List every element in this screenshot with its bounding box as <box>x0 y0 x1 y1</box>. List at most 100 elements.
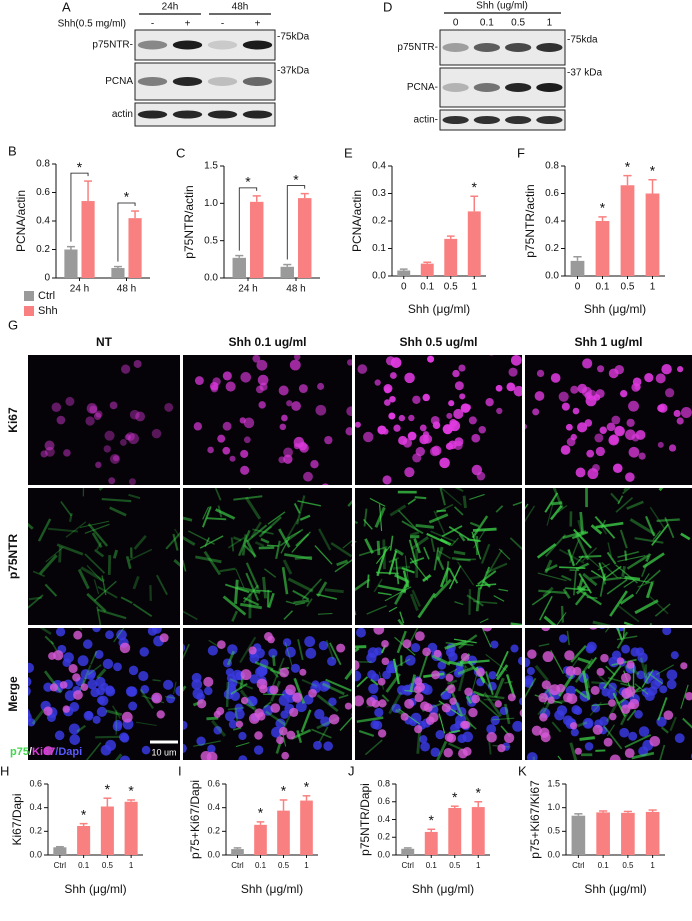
dapi <box>328 697 337 706</box>
bar <box>128 218 142 278</box>
cells <box>40 359 174 485</box>
ki67 <box>464 687 473 697</box>
fiber <box>606 724 615 737</box>
fiber <box>510 622 522 625</box>
y-tick-label: 0.4 <box>372 161 386 172</box>
fiber <box>250 521 262 538</box>
nucleus <box>412 395 421 404</box>
fiber <box>562 588 571 599</box>
row-label: actin <box>112 109 133 120</box>
ki67 <box>423 703 433 713</box>
fiber <box>105 709 123 717</box>
fiber <box>84 523 110 534</box>
fiber <box>330 542 352 558</box>
x-tick-label: 0.5 <box>444 282 458 293</box>
fiber <box>538 643 550 647</box>
y-tick-label: 1.0 <box>204 198 218 209</box>
ki67 <box>603 737 613 747</box>
nucleus <box>240 465 250 475</box>
bar <box>250 201 264 278</box>
channel-legend: p75/Ki67/Dapi <box>10 746 82 758</box>
dapi <box>290 663 301 673</box>
panel-label: A <box>62 0 71 14</box>
dapi <box>183 643 186 652</box>
fiber <box>87 523 109 547</box>
fiber <box>97 608 127 620</box>
x-tick-label: 24 h <box>70 284 89 295</box>
ki67 <box>235 720 244 728</box>
y-tick-label: 0.4 <box>29 802 42 812</box>
dapi <box>64 690 76 702</box>
fiber <box>114 753 123 760</box>
fiber <box>458 533 466 542</box>
fiber <box>232 536 242 542</box>
ki67 <box>468 707 478 718</box>
fiber <box>493 595 505 602</box>
dapi <box>105 630 114 640</box>
micrograph <box>28 488 180 625</box>
cells <box>525 628 692 760</box>
fiber <box>615 497 634 513</box>
fiber <box>574 688 588 699</box>
nucleus <box>382 428 389 435</box>
nucleus <box>124 434 131 441</box>
nucleus <box>606 422 616 432</box>
ki67 <box>355 695 364 707</box>
bar <box>277 810 290 855</box>
dapi <box>517 656 522 666</box>
fiber <box>254 541 265 548</box>
row-label: PCNA <box>105 76 133 87</box>
dapi <box>196 692 205 702</box>
ki67 <box>53 650 64 661</box>
ki67 <box>292 692 303 703</box>
ki67 <box>486 732 497 743</box>
nucleus <box>229 455 236 462</box>
fiber <box>475 587 481 612</box>
ki67 <box>156 710 165 719</box>
treatment-label: Shh(0.5 mg/ml) <box>58 19 126 30</box>
ki67 <box>402 639 412 649</box>
fiber <box>101 497 132 503</box>
fiber <box>267 592 275 609</box>
nucleus <box>129 409 140 420</box>
ki67 <box>471 694 480 704</box>
ki67 <box>527 649 537 659</box>
dapi <box>82 639 93 649</box>
nucleus <box>125 432 135 441</box>
fiber <box>571 531 589 540</box>
blot-band <box>473 83 500 92</box>
dapi <box>140 684 150 694</box>
nucleus <box>109 453 120 464</box>
fiber <box>284 642 293 666</box>
cells <box>355 355 522 485</box>
nucleus <box>283 447 293 458</box>
fiber <box>409 674 417 693</box>
y-tick-label: 0.6 <box>36 187 50 198</box>
ki67 <box>256 678 268 690</box>
ki67 <box>336 643 346 653</box>
fiber <box>219 567 236 573</box>
ki67 <box>609 712 617 721</box>
ki67 <box>49 683 58 692</box>
y-axis-label: Ki67/Dapi <box>10 793 24 845</box>
dapi <box>630 647 640 657</box>
ki67 <box>616 657 625 665</box>
fiber <box>301 678 318 688</box>
fiber <box>542 586 554 598</box>
nucleus <box>315 404 327 416</box>
scale-bar-label: 10 um <box>151 747 176 757</box>
fiber <box>634 683 649 695</box>
dapi <box>410 643 421 653</box>
fiber <box>495 650 509 677</box>
blot-band <box>242 40 273 50</box>
fiber <box>236 586 261 594</box>
x-tick-label: Ctrl <box>231 861 244 870</box>
fiber <box>543 615 557 625</box>
dapi <box>139 647 149 657</box>
bar <box>111 268 125 278</box>
ki67 <box>400 712 409 721</box>
dapi <box>490 640 499 649</box>
fiber <box>394 548 404 556</box>
y-tick-label: 0.3 <box>372 188 386 199</box>
nucleus <box>95 461 102 469</box>
